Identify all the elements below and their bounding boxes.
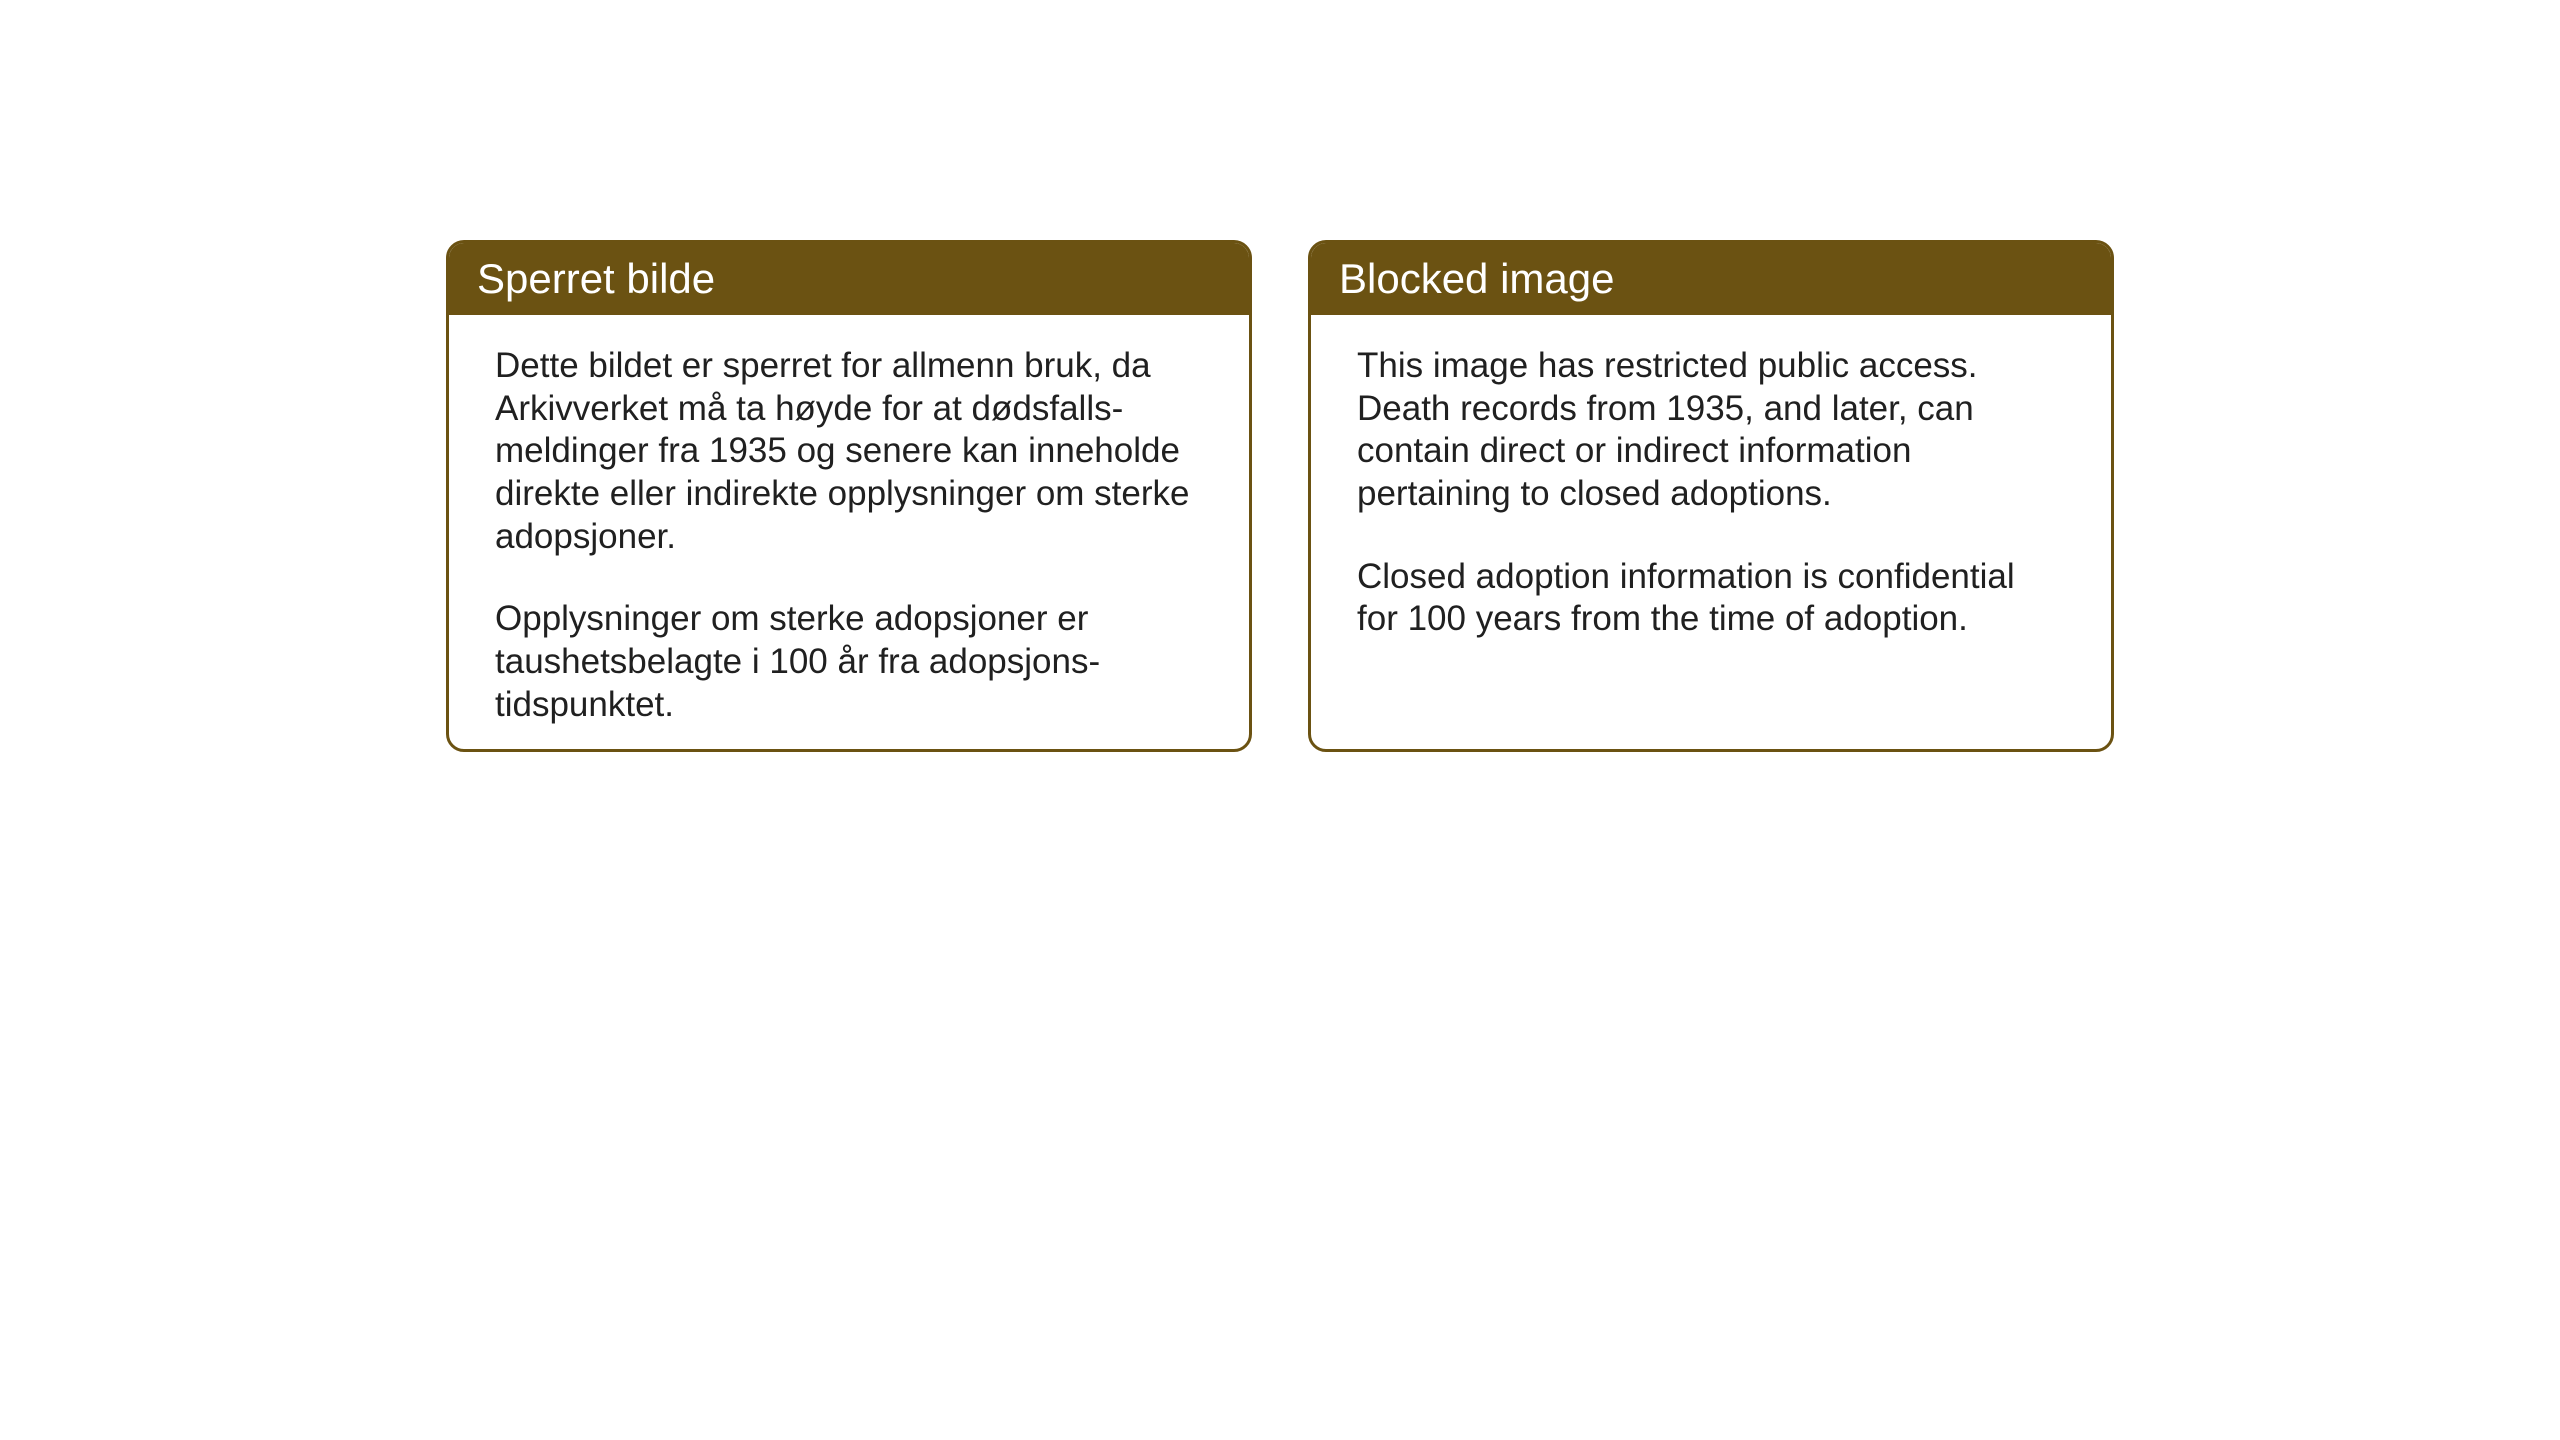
card-norwegian: Sperret bilde Dette bildet er sperret fo… (446, 240, 1252, 752)
card-english-header: Blocked image (1311, 243, 2111, 315)
card-norwegian-paragraph-1: Dette bildet er sperret for allmenn bruk… (495, 345, 1203, 558)
cards-container: Sperret bilde Dette bildet er sperret fo… (446, 240, 2114, 752)
card-norwegian-paragraph-2: Opplysninger om sterke adopsjoner er tau… (495, 598, 1203, 726)
card-norwegian-body: Dette bildet er sperret for allmenn bruk… (449, 315, 1249, 752)
card-english-paragraph-1: This image has restricted public access.… (1357, 345, 2065, 516)
card-english: Blocked image This image has restricted … (1308, 240, 2114, 752)
card-english-body: This image has restricted public access.… (1311, 315, 2111, 671)
card-norwegian-header: Sperret bilde (449, 243, 1249, 315)
card-english-paragraph-2: Closed adoption information is confident… (1357, 556, 2065, 641)
